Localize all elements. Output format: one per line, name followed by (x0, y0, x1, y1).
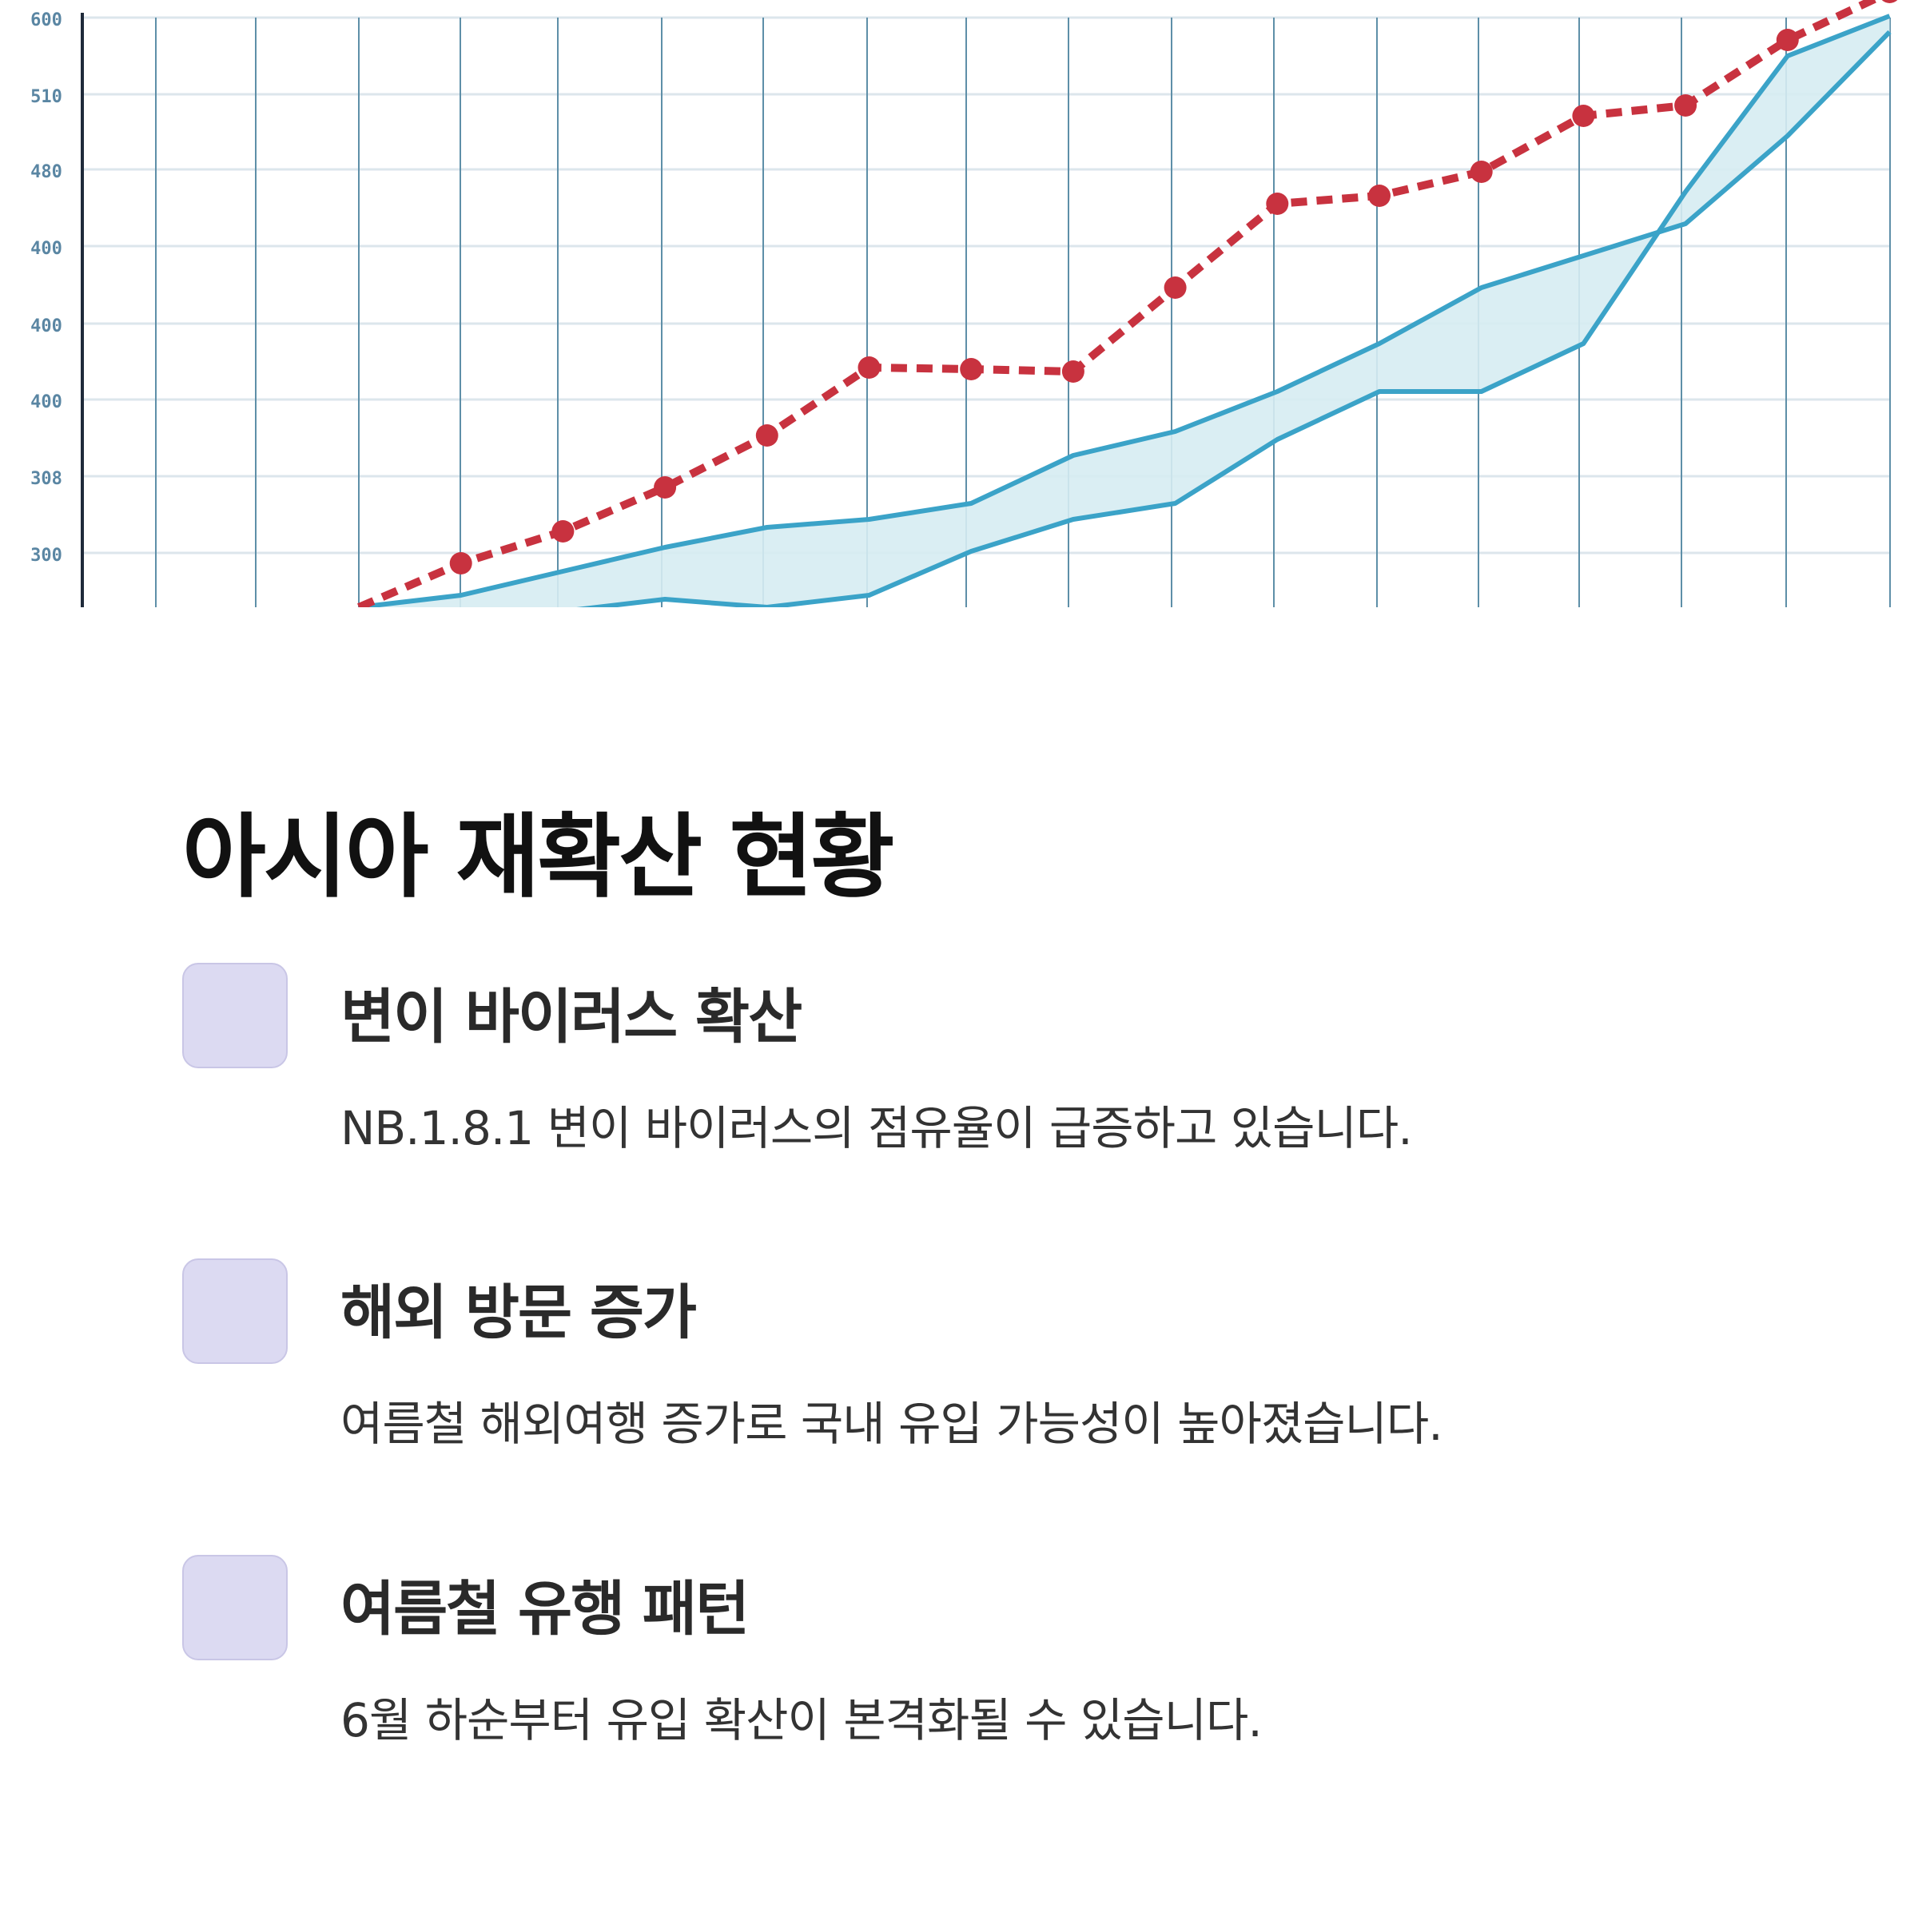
y-tick-label: 300 (30, 546, 62, 566)
item-text: 여름철 해외여행 증가로 국내 유입 가능성이 높아졌습니다. (340, 1397, 1443, 1451)
data-point (960, 358, 983, 380)
series-line-lower (576, 14, 1891, 607)
item-text: 6월 하순부터 유입 확산이 본격화될 수 있습니다. (340, 1693, 1263, 1747)
data-point (1776, 29, 1799, 51)
trend-chart: 600 510 480 400 400 400 308 300 (0, 0, 1918, 607)
series-line-upper (358, 30, 1892, 607)
data-point (1470, 161, 1493, 183)
data-point (654, 476, 677, 499)
data-point (1061, 360, 1084, 383)
placeholder-square-icon (182, 1258, 288, 1364)
data-point (1266, 193, 1289, 215)
item-text: NB.1.8.1 변이 바이러스의 점유율이 급증하고 있습니다. (340, 1101, 1413, 1155)
data-point (1164, 276, 1187, 299)
y-tick-label: 480 (30, 162, 62, 182)
placeholder-square-icon (182, 1555, 288, 1660)
y-tick-label: 400 (30, 392, 62, 412)
y-tick-label: 400 (30, 316, 62, 336)
data-point (449, 552, 472, 574)
item-heading: 해외 방문 증가 (340, 1278, 697, 1347)
data-point (1368, 185, 1391, 207)
list-item-variant: 변이 바이러스 확산 NB.1.8.1 변이 바이러스의 점유율이 급증하고 있… (182, 963, 1828, 1155)
y-tick-label: 308 (30, 469, 62, 489)
series-line-dashed (357, 0, 1882, 607)
placeholder-square-icon (182, 963, 288, 1068)
data-point (1674, 94, 1697, 117)
data-point (1572, 105, 1595, 127)
item-heading: 변이 바이러스 확산 (340, 983, 802, 1051)
list-item-travel: 해외 방문 증가 여름철 해외여행 증가로 국내 유입 가능성이 높아졌습니다. (182, 1258, 1828, 1451)
data-point (551, 520, 575, 543)
area-fill (359, 16, 1890, 607)
data-point (755, 424, 778, 447)
y-tick-label: 400 (30, 239, 62, 259)
list-item-summer: 여름철 유행 패턴 6월 하순부터 유입 확산이 본격화될 수 있습니다. (182, 1555, 1828, 1747)
data-point (858, 356, 881, 379)
data-point (1881, 0, 1898, 3)
trend-chart-svg: 600 510 480 400 400 400 308 300 (0, 0, 1918, 607)
item-heading: 여름철 유행 패턴 (340, 1575, 750, 1644)
y-tick-label: 510 (30, 87, 62, 107)
y-tick-label: 600 (30, 10, 62, 30)
page-title: 아시아 재확산 현황 (182, 804, 894, 910)
